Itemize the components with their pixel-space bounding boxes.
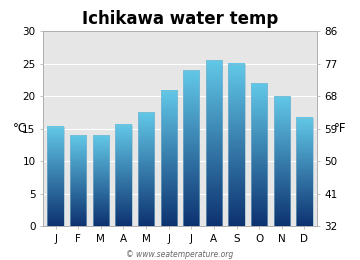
Bar [251,83,267,226]
Bar [138,112,154,226]
Bar [183,70,199,226]
Bar [70,135,86,226]
Bar [274,96,290,226]
Y-axis label: °F: °F [334,122,347,135]
Bar [161,91,177,226]
Bar [228,64,245,226]
Bar [206,60,222,226]
Bar [93,135,109,226]
Bar [296,118,312,226]
Bar [115,125,132,226]
Bar [48,127,64,226]
Y-axis label: °C: °C [13,122,27,135]
Title: Ichikawa water temp: Ichikawa water temp [82,10,278,28]
Text: © www.seatemperature.org: © www.seatemperature.org [126,250,234,259]
